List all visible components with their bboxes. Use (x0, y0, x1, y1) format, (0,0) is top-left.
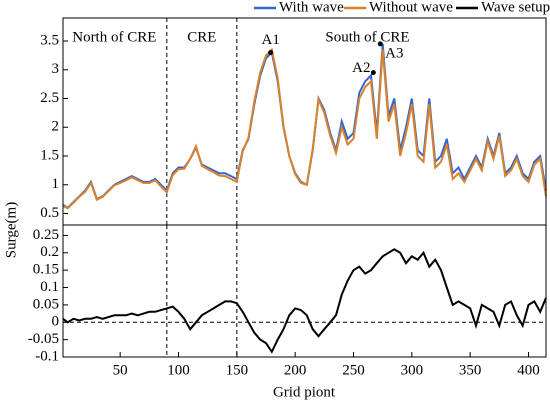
region-label: CRE (187, 29, 216, 45)
y-tick-label: 0.25 (33, 227, 59, 243)
y-tick-label: 3.5 (40, 32, 59, 48)
x-tick-label: 400 (517, 362, 540, 378)
point-label: A1 (261, 32, 279, 48)
x-tick-label: 150 (226, 362, 249, 378)
y-tick-label: -0.05 (28, 331, 59, 347)
y-tick-label: 1 (52, 176, 60, 192)
y-tick-label: 0.05 (33, 296, 59, 312)
plot-frame (62, 224, 547, 358)
legend-label: Wave setup (481, 0, 550, 15)
y-tick-label: 0.15 (33, 262, 59, 278)
x-tick-label: 100 (167, 362, 190, 378)
y-tick-label: 2 (52, 119, 60, 135)
series-line (62, 47, 547, 210)
series-line (62, 248, 547, 354)
region-label: South of CRE (325, 29, 409, 45)
point-label: A3 (385, 45, 403, 61)
x-tick-label: 250 (342, 362, 365, 378)
y-tick-label: 0 (52, 314, 60, 330)
point-label: A2 (352, 60, 370, 76)
point-marker (377, 41, 383, 47)
y-tick-label: -0.1 (35, 348, 59, 364)
y-tick-label: 0.1 (40, 279, 59, 295)
x-axis-label: Grid piont (273, 384, 336, 400)
region-label: North of CRE (72, 29, 156, 45)
y-tick-label: 1.5 (40, 147, 59, 163)
y-tick-label: 2.5 (40, 90, 59, 106)
y-tick-label: 0.2 (40, 244, 59, 260)
point-marker (268, 50, 274, 55)
legend-label: With wave (279, 0, 344, 15)
x-tick-label: 200 (284, 362, 307, 378)
y-tick-label: 0.5 (40, 205, 59, 221)
plot-frame (62, 17, 547, 226)
y-axis-label: Surge(m) (3, 202, 19, 258)
point-marker (370, 70, 376, 76)
x-tick-label: 350 (459, 362, 482, 378)
x-tick-label: 300 (401, 362, 424, 378)
legend-label: Without wave (369, 0, 453, 15)
y-tick-label: 3 (52, 61, 60, 77)
x-tick-label: 50 (113, 362, 128, 378)
